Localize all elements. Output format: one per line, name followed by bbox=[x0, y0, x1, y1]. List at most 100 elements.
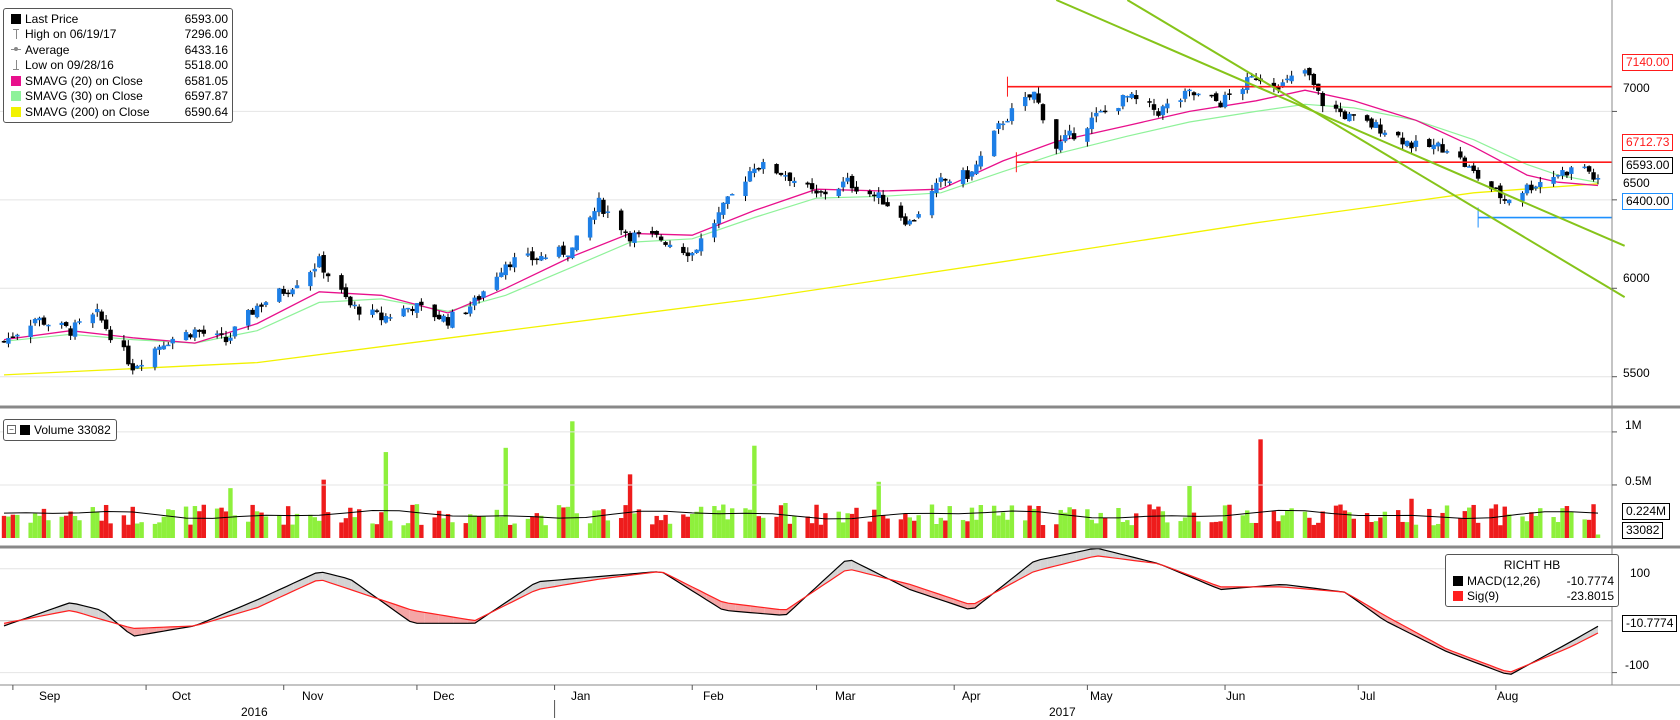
trend-channel-line bbox=[1055, 0, 1626, 247]
volume-bar bbox=[556, 505, 562, 538]
price-panel[interactable] bbox=[0, 0, 1626, 378]
candle-body bbox=[192, 329, 198, 338]
volume-bar bbox=[1058, 509, 1063, 538]
volume-bar bbox=[6, 516, 11, 538]
volume-bar bbox=[885, 518, 890, 538]
volume-bar bbox=[1147, 504, 1152, 538]
macd-fill-segment bbox=[90, 607, 99, 619]
macd-fill-segment bbox=[337, 575, 345, 588]
volume-bar bbox=[436, 510, 442, 538]
candle-body bbox=[1134, 95, 1139, 100]
volume-bar bbox=[592, 510, 597, 538]
candle-body bbox=[561, 245, 566, 255]
resistance-high-tag: 7140.00 bbox=[1622, 54, 1674, 71]
candle-body bbox=[1031, 91, 1037, 100]
candle-body bbox=[72, 322, 78, 337]
macd-fill-segment bbox=[98, 609, 106, 621]
candle-body bbox=[6, 337, 11, 344]
candle-body bbox=[68, 328, 73, 336]
candle-body bbox=[126, 345, 131, 365]
volume-bar bbox=[1369, 522, 1374, 538]
volume-bar bbox=[539, 515, 544, 538]
macd-fill-segment bbox=[561, 579, 570, 586]
macd-legend[interactable]: RICHT HB MACD(12,26) -10.7774 Sig(9) -23… bbox=[1445, 554, 1619, 607]
legend-row-low: Low on 09/28/16 5518.00 bbox=[8, 58, 228, 74]
candle-body bbox=[1218, 102, 1223, 108]
volume-bar bbox=[823, 513, 828, 538]
volume-bar bbox=[388, 520, 393, 538]
volume-bar bbox=[1506, 514, 1512, 538]
volume-bar bbox=[1218, 521, 1223, 538]
candle-body bbox=[943, 178, 948, 181]
candle-body bbox=[667, 244, 673, 248]
volume-bar bbox=[1245, 510, 1250, 538]
candle-body bbox=[1467, 166, 1472, 168]
macd-panel[interactable] bbox=[0, 547, 1612, 675]
last-price-tag: 6593.00 bbox=[1622, 157, 1674, 174]
macd-fill-segment bbox=[540, 580, 548, 589]
volume-bar bbox=[1120, 521, 1126, 538]
volume-bar bbox=[1209, 522, 1214, 538]
volume-bar bbox=[663, 514, 668, 538]
volume-bar bbox=[912, 520, 917, 538]
macd-fill-segment bbox=[1416, 632, 1425, 641]
candle-body bbox=[690, 252, 695, 256]
volume-bar bbox=[95, 511, 100, 538]
volume-bar bbox=[618, 518, 624, 538]
candle-body bbox=[1560, 170, 1565, 176]
candle-body bbox=[929, 190, 935, 216]
macd-swatch-icon bbox=[1453, 575, 1463, 586]
volume-bar bbox=[601, 509, 606, 538]
signal-swatch-icon bbox=[1453, 591, 1463, 602]
volume-bar bbox=[481, 516, 486, 538]
volume-bar bbox=[188, 524, 193, 538]
macd-fill-segment bbox=[1090, 548, 1099, 558]
candle-body bbox=[277, 288, 282, 302]
collapse-icon[interactable]: − bbox=[7, 425, 16, 435]
candle-body bbox=[1253, 78, 1259, 80]
volume-bar bbox=[90, 507, 96, 538]
macd-fill-segment bbox=[438, 614, 446, 624]
volume-bar bbox=[960, 519, 966, 538]
macd-fill-segment bbox=[772, 608, 780, 615]
macd-fill-segment bbox=[743, 604, 751, 613]
month-label-sep: Sep bbox=[39, 689, 61, 703]
volume-tick-label: 0.5M bbox=[1625, 474, 1652, 488]
candle-body bbox=[818, 191, 824, 193]
legend-row-signal: Sig(9) -23.8015 bbox=[1450, 589, 1614, 605]
candle-body bbox=[1444, 151, 1450, 153]
candle-body bbox=[1054, 119, 1059, 149]
candle-body bbox=[1373, 122, 1379, 128]
volume-bar bbox=[277, 514, 282, 538]
volume-bar bbox=[1253, 522, 1259, 538]
candle-body bbox=[969, 171, 975, 177]
candle-body bbox=[161, 345, 167, 350]
smavg30-swatch-icon bbox=[11, 91, 21, 102]
candle-body bbox=[1129, 93, 1134, 98]
volume-bar bbox=[1582, 519, 1587, 538]
volume-bar bbox=[1160, 511, 1166, 538]
candle-body bbox=[849, 175, 855, 189]
candle-body bbox=[898, 205, 904, 218]
candle-body bbox=[1151, 104, 1157, 110]
candle-body bbox=[1533, 186, 1539, 189]
candle-body bbox=[623, 231, 628, 233]
volume-panel[interactable] bbox=[0, 421, 1612, 538]
candle-body bbox=[650, 231, 655, 234]
volume-bar bbox=[1440, 512, 1445, 538]
volume-bar bbox=[1471, 504, 1476, 538]
volume-bar bbox=[1378, 517, 1383, 538]
volume-bar bbox=[1342, 510, 1348, 538]
volume-bar bbox=[805, 516, 810, 538]
candle-body bbox=[694, 249, 699, 253]
candle-body bbox=[1280, 82, 1285, 88]
candle-body bbox=[854, 186, 859, 192]
candle-body bbox=[814, 190, 819, 194]
price-legend[interactable]: Last Price 6593.00 High on 06/19/17 7296… bbox=[3, 8, 233, 123]
volume-bar bbox=[991, 505, 997, 538]
volume-legend[interactable]: − Volume 33082 bbox=[3, 419, 117, 441]
volume-bar bbox=[1458, 517, 1463, 538]
volume-bar bbox=[1125, 520, 1130, 538]
volume-average-line bbox=[3, 509, 1599, 520]
